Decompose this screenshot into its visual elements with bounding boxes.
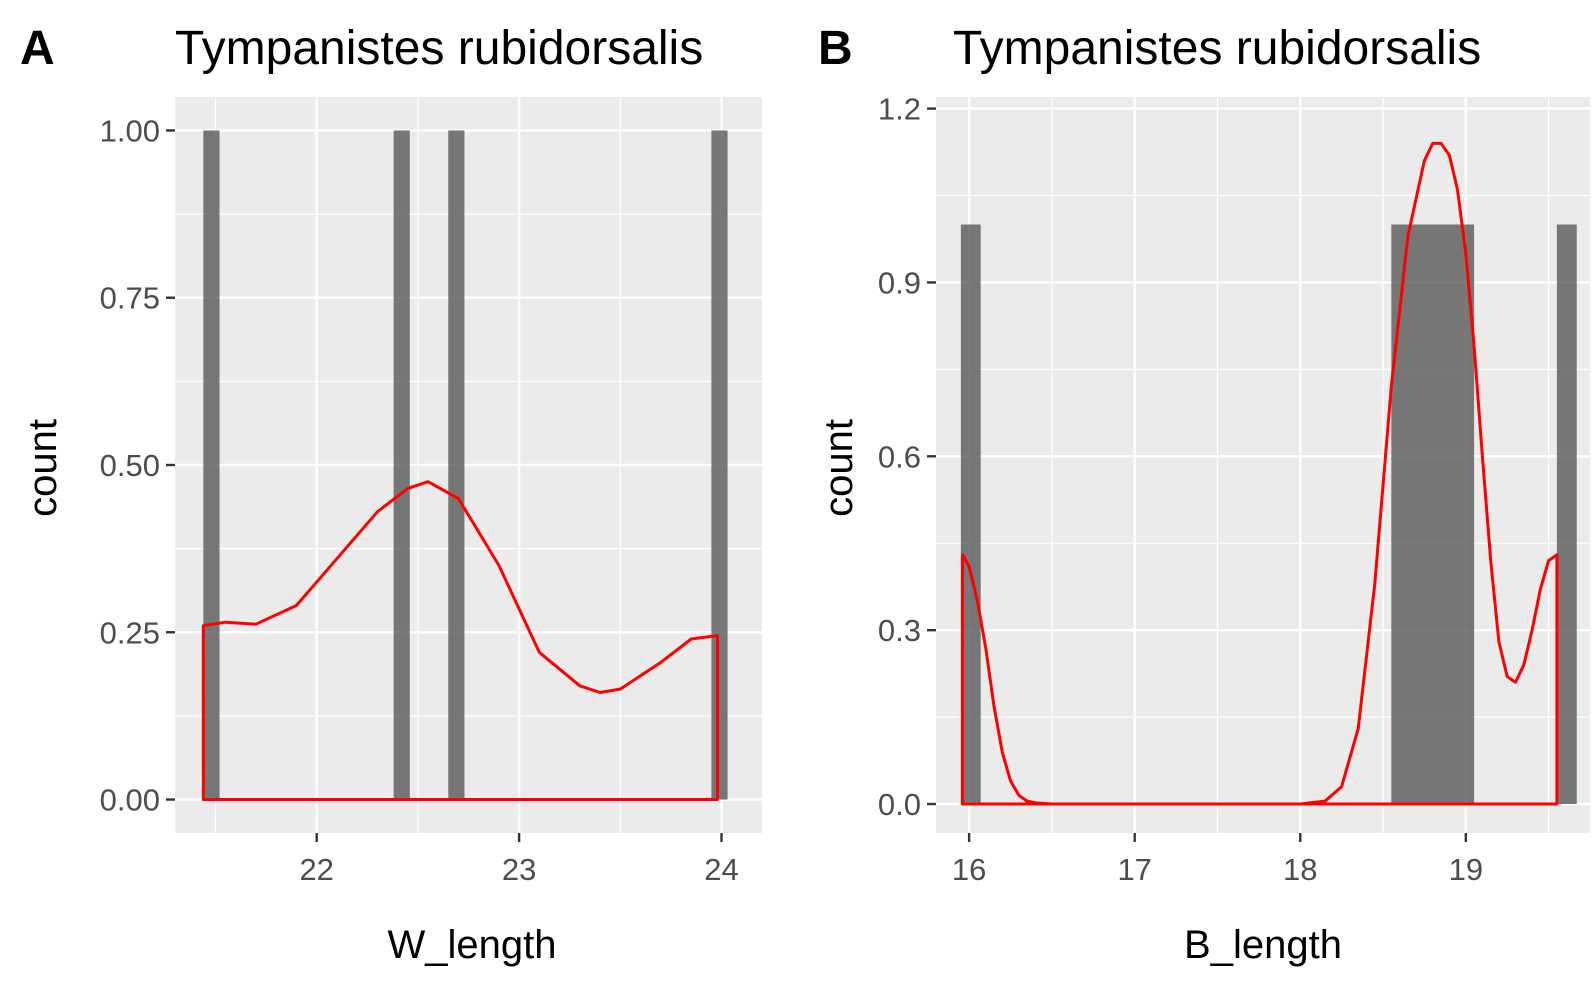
panel-b-histogram-bar	[960, 224, 981, 805]
panel-a: 22 23 24 0.00 0.25 0.50 0.75 1.00 A Tympanistes…	[20, 22, 762, 967]
panel-a-histogram-bar	[711, 130, 728, 800]
panel-b-histogram-bar	[1391, 224, 1475, 805]
panel-a-x-axis-title: W_length	[388, 923, 557, 967]
panel-a-y-axis-title: count	[21, 419, 65, 517]
panel-a-x-tick-label: 22	[299, 852, 333, 887]
panel-a-title: Tympanistes rubidorsalis	[175, 22, 703, 75]
panel-b-x-tick-label: 19	[1449, 852, 1483, 887]
panel-a-histogram-bar	[203, 130, 220, 800]
panel-a-plot-area: 22 23 24 0.00 0.25 0.50 0.75 1.00	[100, 97, 762, 887]
panel-b-x-tick-label: 18	[1283, 852, 1317, 887]
panel-b-y-tick-label: 0.6	[878, 439, 921, 474]
panel-a-histogram-bar	[448, 130, 465, 800]
panel-a-y-tick-label: 0.75	[100, 281, 160, 316]
panel-b-histogram-bar	[1556, 224, 1577, 805]
panel-b-plot-area: 16 17 18 19 0.0 0.3 0.6 0.9 1.2	[878, 92, 1590, 887]
panel-b-title: Tympanistes rubidorsalis	[953, 22, 1481, 75]
panel-b: 16 17 18 19 0.0 0.3 0.6 0.9 1.2 B Tympanistes ru…	[817, 22, 1590, 967]
panel-b-x-axis-title: B_length	[1184, 923, 1342, 967]
panel-a-y-tick-label: 0.00	[100, 783, 160, 818]
panel-a-y-tick-label: 1.00	[100, 113, 160, 148]
panel-b-y-tick-label: 0.9	[878, 265, 921, 300]
panel-b-y-tick-label: 1.2	[878, 92, 921, 127]
panel-b-density-curve	[960, 141, 1559, 806]
panel-b-background	[936, 97, 1590, 833]
panel-b-y-axis-title: count	[817, 419, 861, 517]
panel-b-y-tick-label: 0.0	[878, 787, 921, 822]
panel-b-x-tick-label: 16	[952, 852, 986, 887]
panel-b-x-tick-label: 17	[1117, 852, 1151, 887]
panel-a-x-tick-label: 24	[704, 852, 738, 887]
panel-b-y-tick-label: 0.3	[878, 613, 921, 648]
panel-a-x-tick-label: 23	[502, 852, 536, 887]
panel-b-tag: B	[818, 22, 853, 75]
panel-a-histogram-bar	[393, 130, 410, 800]
panel-a-tag: A	[20, 22, 55, 75]
panel-a-density-curve	[201, 480, 719, 802]
panel-a-y-tick-label: 0.25	[100, 615, 160, 650]
panel-a-y-tick-label: 0.50	[100, 448, 160, 483]
